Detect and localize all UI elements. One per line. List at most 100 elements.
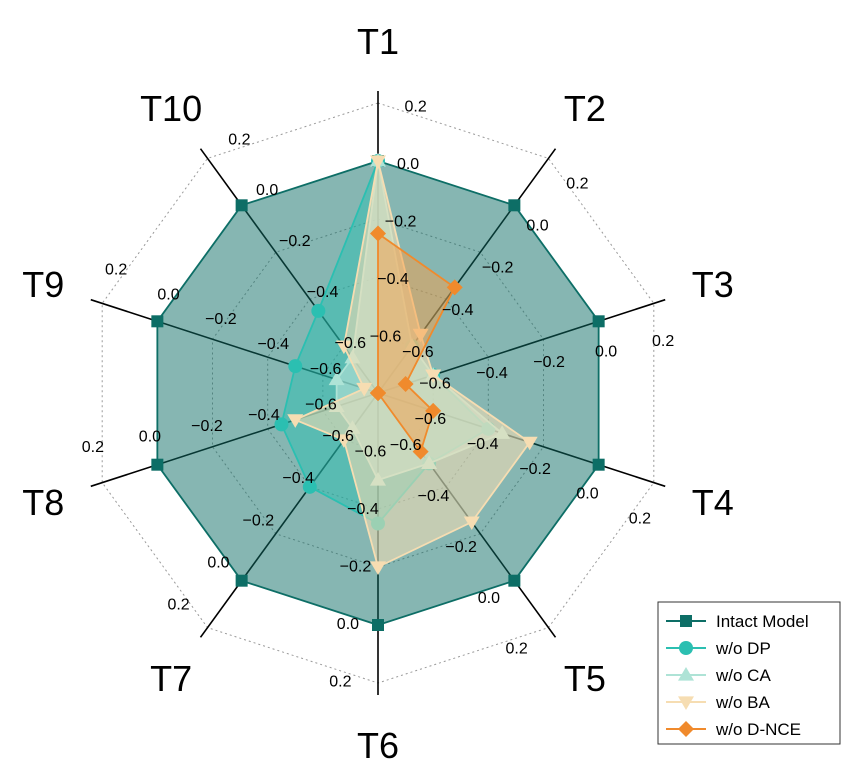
data-point [425, 369, 442, 384]
data-point [335, 434, 352, 448]
data-point [235, 199, 248, 212]
data-point [446, 279, 463, 296]
tick-label: 0.2 [329, 674, 351, 691]
data-point [235, 574, 248, 587]
data-point [592, 315, 605, 328]
tick-label: −0.2 [519, 461, 551, 478]
data-point [463, 516, 480, 531]
tick-label: 0.0 [157, 286, 179, 303]
tick-label: 0.2 [629, 511, 651, 528]
tick-label: −0.6 [334, 335, 366, 352]
tick-label: 0.0 [139, 428, 161, 445]
data-point [412, 443, 429, 460]
data-point [372, 619, 384, 631]
series-layer [151, 153, 605, 631]
data-point [274, 417, 289, 432]
data-point [151, 458, 164, 471]
data-point [302, 479, 317, 494]
tick-label: 0.2 [652, 333, 674, 350]
data-point [508, 199, 521, 212]
data-point [287, 414, 304, 428]
data-point [425, 402, 442, 419]
data-point [311, 303, 326, 318]
tick-label: −0.6 [355, 444, 387, 461]
legend-label: w/o DP [715, 639, 771, 658]
tick-label: 0.0 [256, 182, 278, 199]
series-4 [370, 225, 463, 460]
tick-label: −0.4 [282, 470, 314, 487]
axis-label-t3: T3 [692, 264, 734, 305]
tick-label: 0.2 [82, 439, 104, 456]
tick-label: 0.2 [228, 131, 250, 148]
data-point [592, 458, 605, 471]
tick-label: 0.0 [595, 344, 617, 361]
axis-label-t6: T6 [357, 725, 399, 766]
tick-label: −0.4 [442, 302, 474, 319]
tick-label: −0.4 [347, 501, 379, 518]
tick-label: −0.4 [307, 284, 339, 301]
tick-label: −0.6 [419, 375, 451, 392]
tick-label: 0.2 [167, 597, 189, 614]
tick-label: −0.2 [205, 311, 237, 328]
legend: Intact Model w/o DP w/o CA w/o BA w/o D-NCE [657, 601, 841, 745]
data-point [370, 225, 386, 242]
tick-label: −0.6 [322, 428, 354, 445]
axis-label-t7: T7 [150, 658, 192, 699]
tick-label: −0.4 [248, 407, 280, 424]
axis-label-t8: T8 [22, 482, 64, 523]
tick-label: −0.6 [402, 344, 434, 361]
axis-label-t10: T10 [140, 88, 202, 129]
data-point [370, 155, 386, 169]
data-point [678, 696, 694, 710]
data-point [679, 641, 693, 655]
data-point [370, 561, 386, 575]
tick-label: −0.6 [370, 328, 402, 345]
data-point [288, 359, 303, 374]
tick-label: −0.4 [476, 365, 508, 382]
tick-label: −0.4 [257, 336, 289, 353]
tick-label: −0.4 [418, 488, 450, 505]
tick-label: 0.2 [105, 261, 127, 278]
axis-label-t2: T2 [564, 88, 606, 129]
tick-label: −0.2 [445, 539, 477, 556]
tick-label: −0.2 [279, 233, 311, 250]
data-point [335, 340, 352, 355]
tick-label: 0.2 [566, 175, 588, 192]
tick-label: −0.2 [482, 260, 514, 277]
data-point [370, 385, 386, 401]
tick-label: 0.0 [526, 218, 548, 235]
tick-label: 0.0 [207, 554, 229, 571]
tick-label: −0.2 [385, 213, 417, 230]
legend-label: w/o CA [715, 666, 771, 685]
legend-label: w/o BA [715, 693, 771, 712]
tick-label: 0.0 [576, 486, 598, 503]
data-point [678, 667, 694, 681]
axis-label-t1: T1 [357, 21, 399, 62]
tick-label: 0.0 [397, 156, 419, 173]
label-layer: −0.6 −0.4 −0.2 0.0 0.2 −0.6 −0.4 −0.2 0.0 0.2 −0.6… [22, 21, 734, 766]
data-point [328, 371, 345, 386]
data-point [508, 574, 521, 587]
tick-label: −0.4 [377, 271, 409, 288]
tick-label: −0.4 [467, 436, 499, 453]
tick-label: −0.6 [310, 361, 342, 378]
tick-label: −0.2 [191, 418, 223, 435]
tick-label: −0.2 [340, 559, 372, 576]
tick-label: 0.2 [404, 98, 426, 115]
tick-label: −0.2 [533, 354, 565, 371]
axis-label-t4: T4 [692, 482, 734, 523]
tick-label: 0.0 [337, 616, 359, 633]
tick-label: 0.2 [505, 641, 527, 658]
data-point [680, 615, 692, 627]
data-point [151, 315, 164, 328]
legend-label: w/o D-NCE [715, 720, 801, 739]
tick-label: 0.0 [478, 590, 500, 607]
tick-label: −0.2 [243, 512, 275, 529]
axis-label-t5: T5 [564, 658, 606, 699]
data-point [356, 382, 373, 397]
data-point [397, 376, 414, 393]
axis-label-t9: T9 [22, 264, 64, 305]
tick-label: −0.6 [305, 397, 337, 414]
